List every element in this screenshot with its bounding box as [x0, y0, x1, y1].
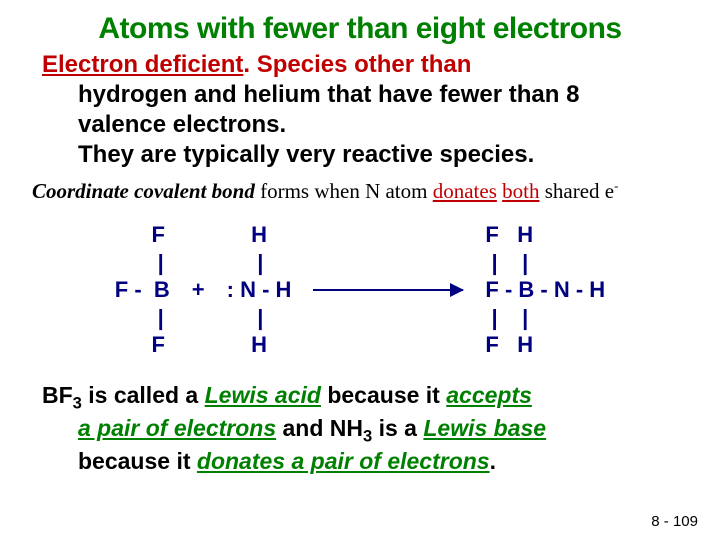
concl-lewis-acid: Lewis acid [205, 382, 321, 408]
coord-mid: forms when N atom [255, 179, 433, 203]
concl-h: is a [372, 415, 423, 441]
concl-g: and NH [276, 415, 363, 441]
def-line3: valence electrons. [78, 111, 286, 138]
coord-both: both [502, 179, 539, 203]
coord-sup: - [614, 179, 618, 193]
concl-bf-sub: 3 [73, 393, 82, 412]
concl-j: because it [78, 448, 197, 474]
def-line4: They are typically very reactive species… [78, 141, 534, 168]
page-number: 8 - 109 [651, 513, 698, 530]
concl-bf: BF [42, 382, 73, 408]
conclusion-paragraph: BF3 is called a Lewis acid because it ac… [42, 381, 688, 477]
concl-l: . [490, 448, 496, 474]
concl-lewis-base: Lewis base [423, 415, 546, 441]
molecule-product: F H | | F - B - N - H | | F H [485, 221, 605, 359]
coordinate-bond-sentence: Coordinate covalent bond forms when N at… [32, 180, 688, 203]
molecule-bf3: F | F - B | F [115, 221, 170, 359]
coord-term: Coordinate covalent bond [32, 179, 255, 203]
coord-donates: donates [433, 179, 497, 203]
concl-nh-sub: 3 [363, 426, 372, 445]
definition-paragraph: Electron deficient. Species other than h… [42, 50, 688, 170]
reaction-row: F | F - B | F + H | : N - H | H F H | | … [32, 221, 688, 359]
def-line2: hydrogen and helium that have fewer than… [78, 81, 579, 108]
concl-d: because it [321, 382, 446, 408]
concl-pair1: a pair of electrons [78, 415, 276, 441]
coord-tail: shared e [539, 179, 614, 203]
concl-donates-pair: donates a pair of electrons [197, 448, 490, 474]
slide: Atoms with fewer than eight electrons El… [0, 0, 720, 540]
concl-b: is called a [82, 382, 205, 408]
plus-sign: + [192, 276, 205, 304]
molecule-nh3: H | : N - H | H [227, 221, 292, 359]
slide-title: Atoms with fewer than eight electrons [32, 12, 688, 46]
concl-accepts: accepts [446, 382, 532, 408]
term-electron-deficient: Electron deficient [42, 51, 243, 78]
def-rest1: . Species other than [243, 51, 471, 78]
reaction-arrow-icon [313, 289, 463, 291]
